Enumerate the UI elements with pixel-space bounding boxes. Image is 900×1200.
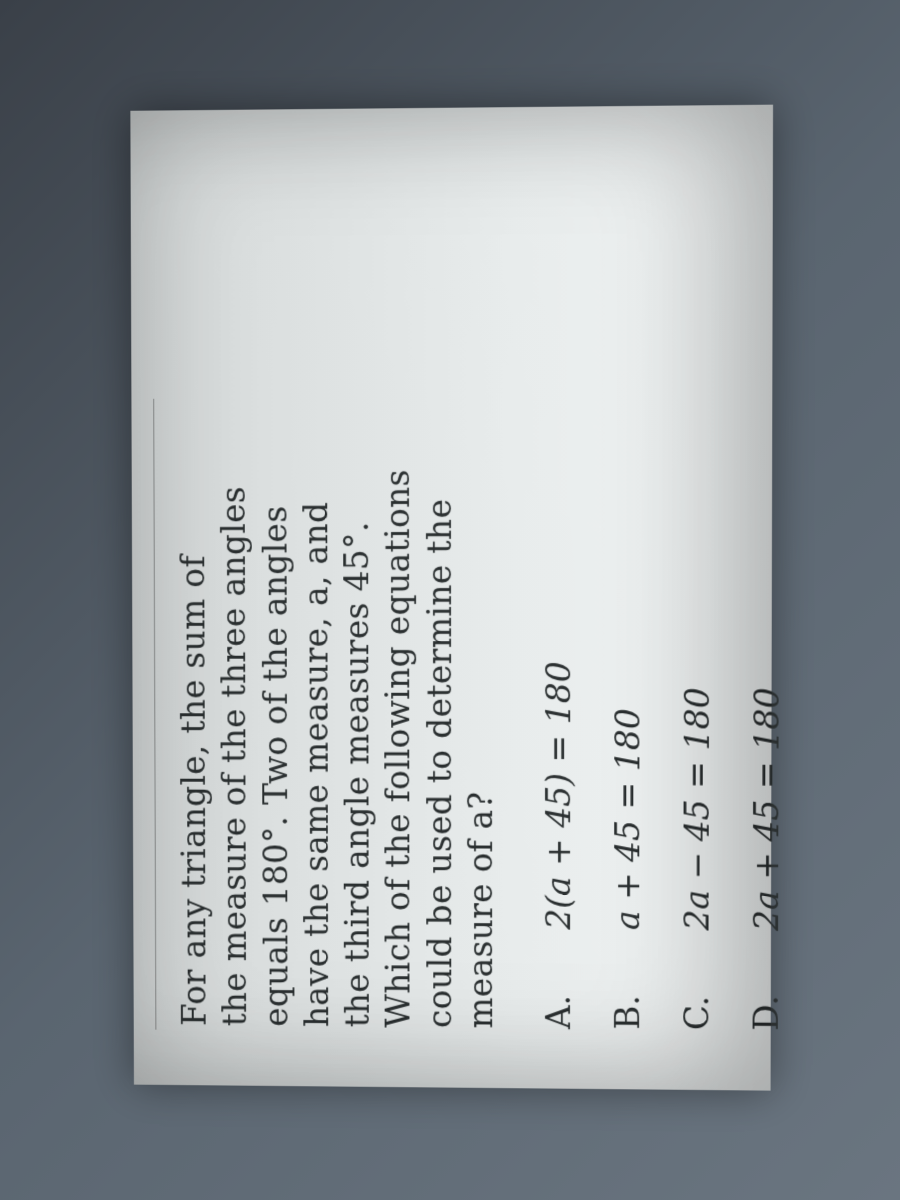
question-line: measure of a? xyxy=(460,349,501,1028)
option-text: 2a + 45 = 180 xyxy=(747,687,787,931)
worksheet-paper: For any triangle, the sum of the measure… xyxy=(130,105,773,1091)
option-text: a + 45 = 180 xyxy=(608,708,647,930)
option-label: D. xyxy=(747,931,787,1031)
question-text: For any triangle, the sum of the measure… xyxy=(172,349,501,1028)
option-label: A. xyxy=(539,929,578,1029)
rotation-wrapper: For any triangle, the sum of the measure… xyxy=(0,0,900,1200)
option-text: 2a − 45 = 180 xyxy=(677,687,717,930)
option-label: C. xyxy=(677,930,716,1030)
option-d: D. 2a + 45 = 180 xyxy=(747,165,789,1031)
question-line: could be used to determine the xyxy=(418,349,460,1028)
question-line: have the same measure, a, and xyxy=(295,350,337,1027)
option-a: A. 2(a + 45) = 180 xyxy=(539,167,579,1029)
question-line: the measure of the three angles xyxy=(213,350,256,1026)
answer-options: A. 2(a + 45) = 180 B. a + 45 = 180 C. 2a… xyxy=(539,165,788,1031)
option-text: 2(a + 45) = 180 xyxy=(539,661,578,929)
top-rule xyxy=(153,398,156,1029)
option-b: B. a + 45 = 180 xyxy=(608,167,648,1030)
option-c: C. 2a − 45 = 180 xyxy=(677,166,718,1030)
option-label: B. xyxy=(608,930,647,1030)
question-line: equals 180°. Two of the angles xyxy=(254,350,296,1027)
question-line: For any triangle, the sum of xyxy=(172,351,215,1027)
question-line: the third angle measures 45°. xyxy=(336,350,378,1028)
question-line: Which of the following equations xyxy=(377,350,419,1028)
